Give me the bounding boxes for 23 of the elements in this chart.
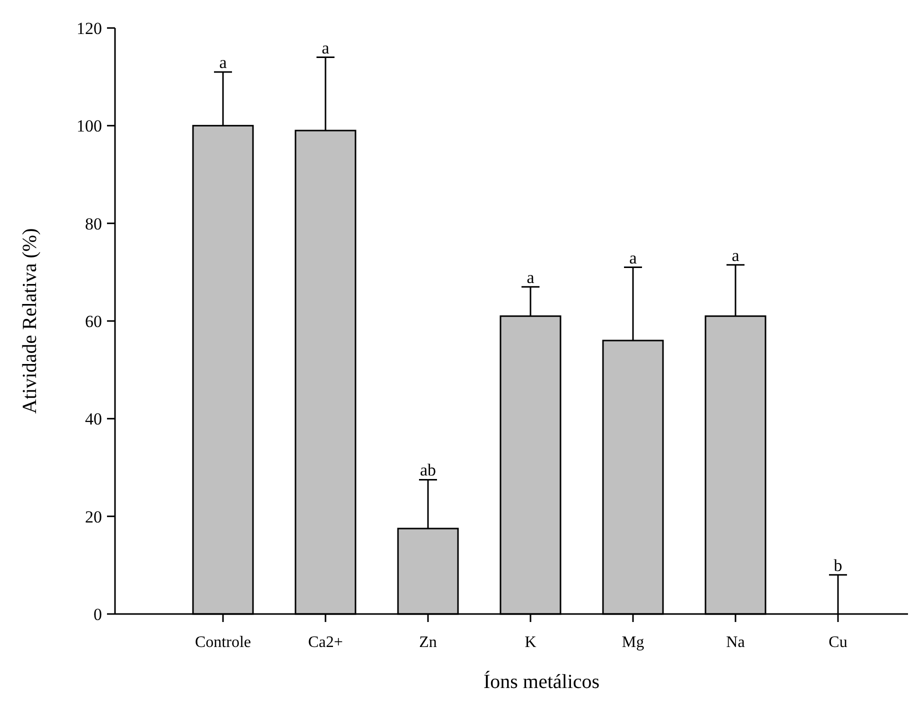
annotation: a	[219, 52, 228, 72]
y-tick-label: 20	[85, 507, 102, 526]
x-tick-label: Controle	[195, 634, 251, 651]
x-tick-label: K	[524, 634, 537, 651]
y-tick-label: 40	[85, 410, 102, 429]
annotation: a	[732, 246, 740, 265]
y-tick-label: 60	[85, 312, 102, 331]
annotation: a	[629, 248, 638, 268]
x-tick-label: Zn	[419, 634, 437, 651]
x-tick-label: Na	[726, 634, 745, 651]
y-tick-label: 100	[76, 116, 102, 136]
y-tick-label: 80	[85, 214, 102, 234]
y-tick-label: 120	[76, 18, 102, 38]
x-tick-label: Cu	[828, 634, 848, 651]
annotation: b	[834, 556, 842, 575]
y-tick-label: 0	[94, 604, 102, 624]
annotation: a	[526, 268, 535, 287]
x-tick-label: Mg	[622, 634, 644, 651]
x-axis-title: Íons metálicos	[483, 670, 600, 693]
x-tick-label: Ca2+	[308, 634, 343, 651]
annotation: a	[322, 38, 330, 58]
annotation: ab	[420, 460, 436, 480]
y-axis-title: Atividade Relativa (%)	[19, 228, 41, 414]
